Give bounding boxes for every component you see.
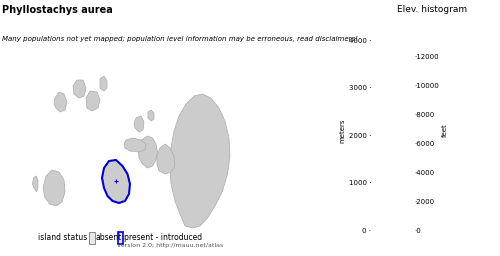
Polygon shape: [86, 91, 100, 111]
Polygon shape: [89, 232, 94, 244]
Text: Version 2.0; http://mauu.net/atlas: Version 2.0; http://mauu.net/atlas: [117, 243, 223, 248]
Polygon shape: [102, 160, 130, 203]
Text: island status: island status: [38, 233, 88, 242]
Polygon shape: [134, 116, 144, 132]
Polygon shape: [124, 138, 146, 152]
Polygon shape: [157, 144, 175, 174]
Y-axis label: meters: meters: [340, 118, 346, 143]
Polygon shape: [54, 92, 67, 112]
Polygon shape: [100, 76, 107, 91]
Polygon shape: [138, 136, 158, 168]
Polygon shape: [148, 110, 154, 121]
Polygon shape: [32, 176, 38, 192]
Text: present - introduced: present - introduced: [124, 233, 202, 242]
Text: absent: absent: [96, 233, 122, 242]
Y-axis label: feet: feet: [442, 124, 448, 137]
Polygon shape: [73, 80, 86, 98]
Text: Many populations not yet mapped; population level information may be erroneous, : Many populations not yet mapped; populat…: [2, 36, 358, 42]
Polygon shape: [43, 170, 65, 206]
Text: Elev. histogram: Elev. histogram: [398, 5, 468, 14]
Polygon shape: [170, 94, 230, 228]
Text: Phyllostachys aurea: Phyllostachys aurea: [2, 5, 113, 15]
Polygon shape: [118, 232, 123, 244]
